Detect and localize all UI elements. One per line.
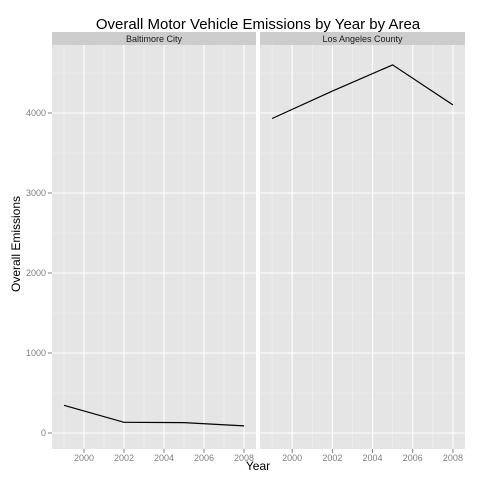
x-tick-label: 2006 — [403, 453, 423, 463]
x-axis-label: Year — [246, 459, 270, 473]
y-tick-label: 4000 — [26, 108, 46, 118]
y-tick-label: 1000 — [26, 348, 46, 358]
facet-strip — [260, 32, 465, 45]
x-tick-label: 2000 — [282, 453, 302, 463]
facet-panel-background — [52, 45, 256, 449]
facet-strip-label: Baltimore City — [126, 34, 183, 44]
facet-panel-background — [260, 45, 465, 449]
x-tick-label: 2008 — [443, 453, 463, 463]
series-line — [271, 64, 454, 120]
y-tick-label: 0 — [41, 428, 46, 438]
x-tick-label: 2004 — [154, 453, 174, 463]
chart-title: Overall Motor Vehicle Emissions by Year … — [96, 16, 421, 33]
y-axis-label: Overall Emissions — [9, 196, 23, 292]
x-tick-label: 2002 — [114, 453, 134, 463]
facet-strip-label: Los Angeles County — [322, 34, 403, 44]
x-tick-label: 2000 — [74, 453, 94, 463]
series-line — [63, 404, 245, 427]
x-tick-label: 2002 — [322, 453, 342, 463]
x-tick-label: 2004 — [363, 453, 383, 463]
y-tick-label: 2000 — [26, 268, 46, 278]
x-tick-label: 2006 — [194, 453, 214, 463]
facet-panels: 0 1000 2000 3000 4000 Baltimore City 2000 2002 2… — [26, 32, 465, 463]
y-tick-label: 3000 — [26, 188, 46, 198]
facet-strip — [52, 32, 256, 45]
x-tick-label: 2008 — [234, 453, 254, 463]
